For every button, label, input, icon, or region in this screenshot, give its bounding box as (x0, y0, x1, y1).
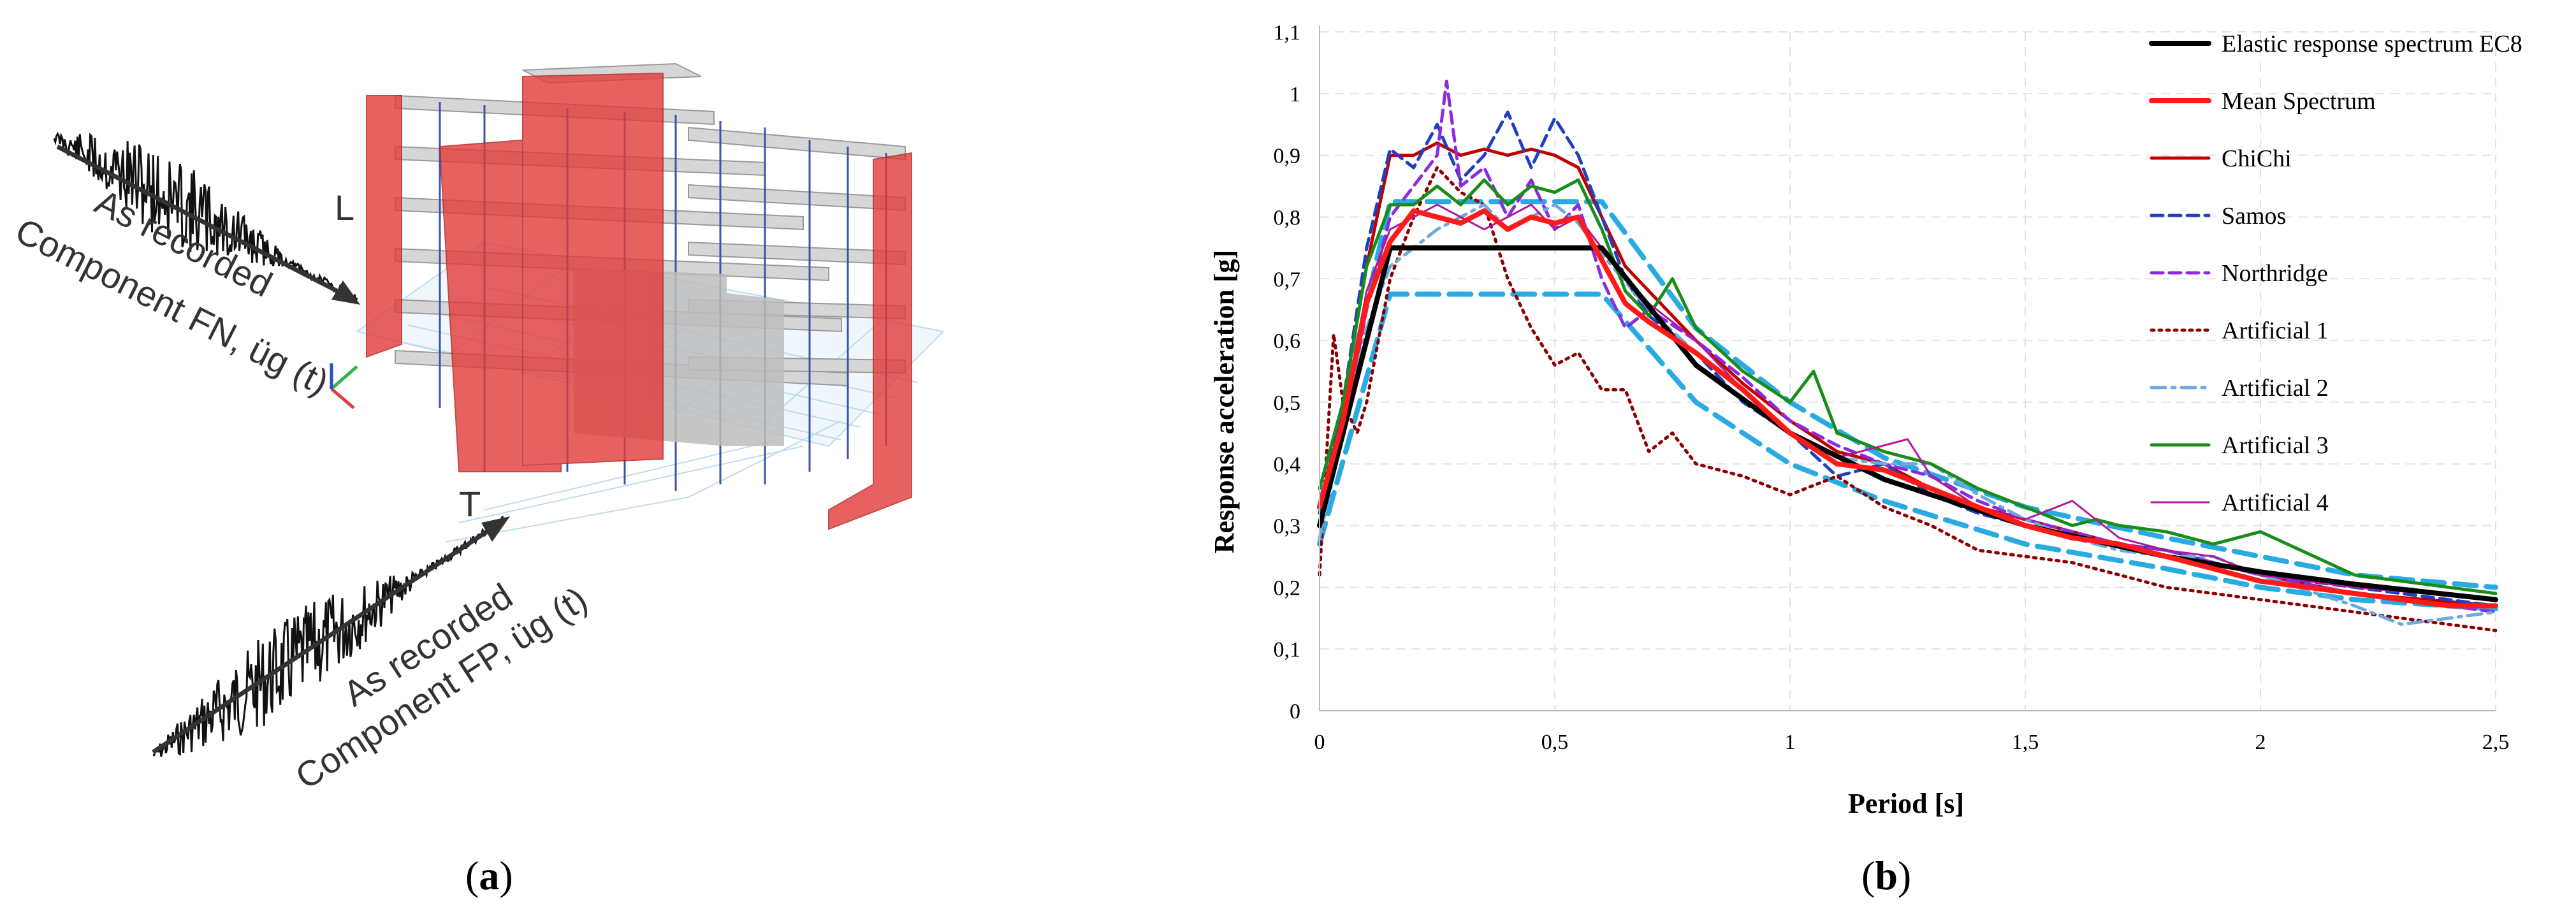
panel-label-b: (b) (1861, 853, 1911, 898)
chart-axes (1319, 25, 2496, 711)
arrow-fp-head (481, 516, 510, 542)
ground-motion-fp-trace (152, 516, 505, 757)
x-axis-title: Period [s] (1848, 788, 1964, 819)
legend-label: Northridge (2222, 260, 2328, 287)
series-line-mean-spectrum (1317, 208, 2498, 609)
y-tick-label: 0,8 (1274, 206, 1301, 229)
y-tick-label: 1,1 (1274, 21, 1301, 45)
y-tick-label: 0,6 (1274, 330, 1301, 353)
label-l: L (335, 187, 354, 228)
series-line-upper-band-dashed-light-blue- (1317, 199, 2498, 590)
x-tick-label: 0 (1314, 731, 1325, 754)
chart-tick-labels: 0 0,1 0,2 0,3 0,4 0,5 0,6 0,7 0,8 0,9 1 1,1 0 0,5 1 1,5… (1274, 21, 2510, 754)
legend-label: Elastic response spectrum EC8 (2222, 31, 2522, 57)
y-tick-label: 0,3 (1274, 515, 1301, 539)
legend-label: Artificial 3 (2222, 432, 2329, 459)
arrow-fn-head (331, 280, 360, 305)
arrow-fp (152, 521, 502, 754)
x-tick-label: 2,5 (2482, 731, 2510, 754)
y-tick-label: 0,2 (1274, 576, 1301, 600)
response-spectrum-chart: 0 0,1 0,2 0,3 0,4 0,5 0,6 0,7 0,8 0,9 1 1,1 0 0,5 1 1,5… (1209, 21, 2522, 819)
legend-label: Samos (2222, 203, 2286, 229)
y-tick-label: 0,5 (1274, 391, 1301, 415)
building-illustration: L T As recorded Component FN, üg (t) As … (10, 62, 945, 797)
series-line-target-dashed-light-blue- (1317, 291, 2498, 612)
legend-label: Mean Spectrum (2222, 88, 2376, 115)
series-line-samos (1318, 110, 2498, 607)
arrow-fn (56, 144, 355, 302)
y-tick-label: 0 (1290, 700, 1300, 723)
x-tick-label: 0,5 (1541, 731, 1569, 754)
series-line-artificial-3 (1318, 178, 2498, 595)
chart-series (1317, 80, 2498, 632)
legend-label: Artificial 2 (2222, 375, 2329, 402)
series-line-artificial-4 (1318, 203, 2497, 601)
x-tick-label: 1,5 (2012, 731, 2039, 754)
legend-label: Artificial 1 (2222, 317, 2329, 344)
series-line-elastic-response-spectrum-ec8 (1317, 245, 2498, 602)
label-t: T (459, 484, 481, 524)
ground-motion-fn-trace (53, 131, 358, 305)
y-tick-label: 0,9 (1274, 145, 1301, 168)
series-line-northridge (1318, 80, 2498, 614)
shear-walls (366, 72, 912, 530)
y-axis-title: Response acceleration [g] (1209, 250, 1240, 554)
y-tick-label: 1 (1290, 83, 1300, 106)
y-tick-label: 0,4 (1274, 453, 1301, 477)
x-tick-label: 1 (1785, 731, 1796, 754)
panel-label-a: (a) (465, 853, 513, 898)
axis-triad-icon (330, 363, 358, 409)
legend-label: Artificial 4 (2222, 490, 2329, 516)
x-tick-label: 2 (2255, 731, 2266, 754)
legend-label: ChiChi (2222, 145, 2292, 172)
y-tick-label: 0,7 (1274, 268, 1301, 291)
chart-legend: Elastic response spectrum EC8 Mean Spectr… (2149, 31, 2522, 516)
y-tick-label: 0,1 (1274, 638, 1301, 662)
